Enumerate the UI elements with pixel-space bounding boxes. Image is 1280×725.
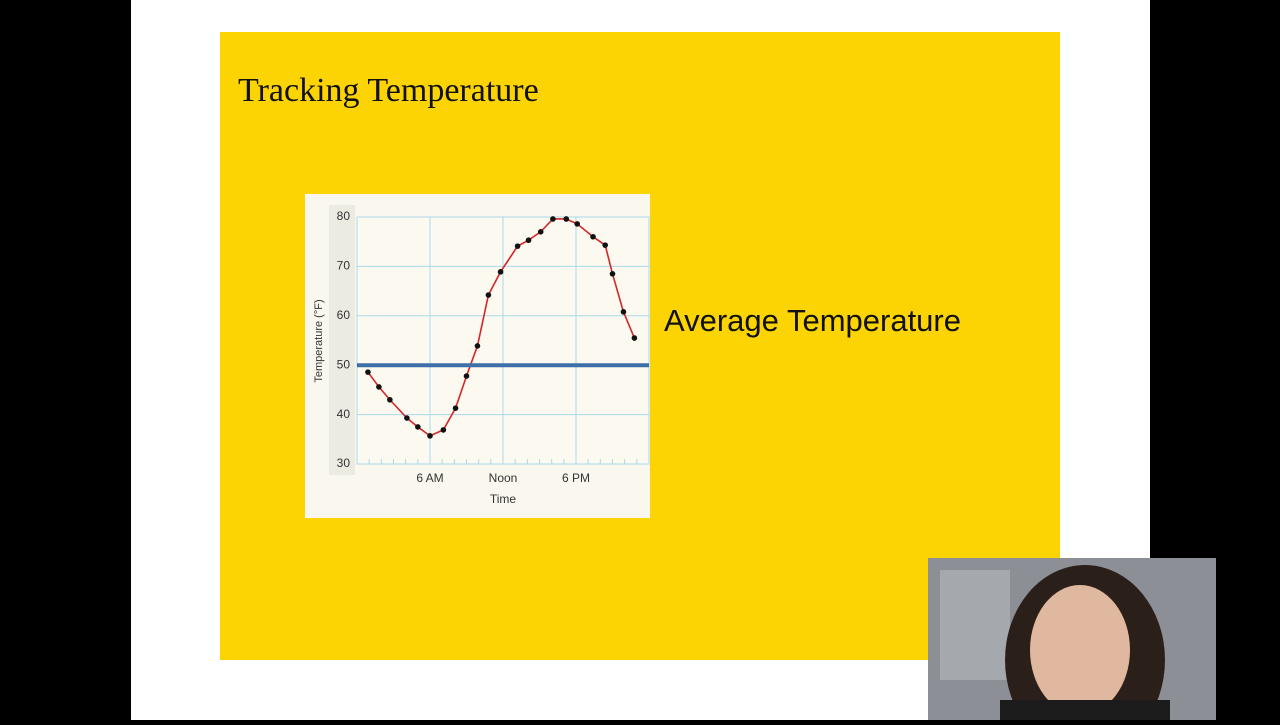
- y-tick-label: 80: [337, 209, 351, 223]
- data-point: [550, 216, 556, 222]
- x-tick-label: 6 PM: [562, 471, 590, 485]
- webcam-face: [1030, 585, 1130, 715]
- y-tick-label: 40: [337, 407, 351, 421]
- data-point: [574, 221, 581, 227]
- data-point: [514, 243, 521, 249]
- y-tick-label: 60: [337, 308, 351, 322]
- x-tick-label: 6 AM: [416, 471, 443, 485]
- y-tick-label: 50: [337, 357, 351, 371]
- data-point: [415, 424, 421, 430]
- y-tick-label: 70: [337, 259, 351, 273]
- data-point: [537, 229, 544, 235]
- plot: 30 40 50 60 70 80 6 AM Noon 6 PM Time Temperature …: [313, 209, 650, 506]
- annotation: Average Temperature: [664, 303, 961, 338]
- axis-strip: [329, 205, 355, 475]
- data-point: [631, 335, 638, 341]
- data-point: [387, 396, 393, 403]
- data-point: [440, 427, 447, 433]
- data-point: [525, 237, 532, 244]
- data-point: [463, 373, 470, 379]
- data-point: [452, 405, 459, 411]
- data-point: [620, 309, 627, 315]
- data-point: [602, 242, 608, 248]
- webcam: [928, 558, 1216, 725]
- x-axis-label: Time: [490, 492, 517, 506]
- data-point: [474, 343, 481, 349]
- x-tick-label: Noon: [489, 471, 518, 485]
- data-point: [365, 369, 371, 375]
- data-point: [376, 384, 382, 390]
- data-point: [609, 271, 616, 277]
- y-axis-label: Temperature (°F): [313, 299, 325, 382]
- data-point: [563, 216, 570, 222]
- y-tick-label: 30: [337, 456, 351, 470]
- slide-title: Tracking Temperature: [238, 72, 539, 109]
- data-point: [427, 433, 433, 439]
- data-point: [404, 415, 410, 421]
- data-point: [485, 292, 492, 298]
- data-point: [590, 233, 596, 240]
- webcam-shirt: [1000, 700, 1170, 720]
- data-point: [497, 269, 504, 275]
- webcam-window: [940, 570, 1010, 680]
